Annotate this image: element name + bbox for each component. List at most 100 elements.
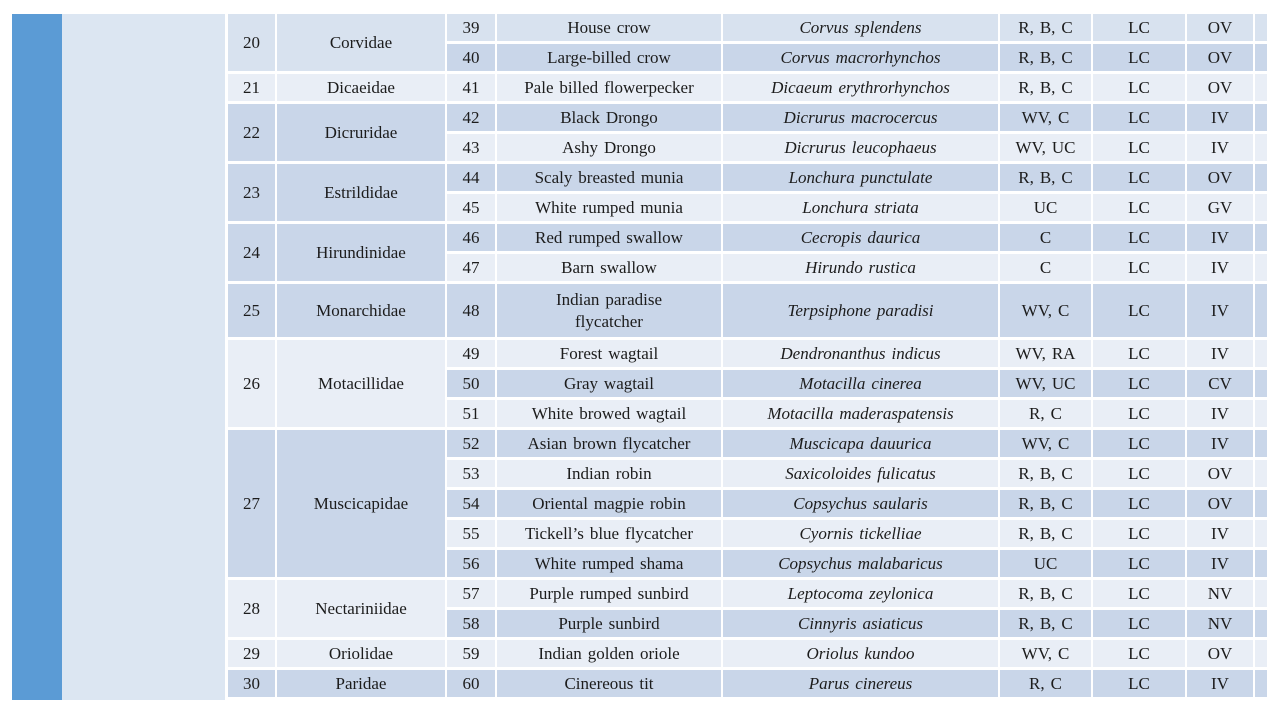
- residential-status-cell: R, B, C: [1000, 490, 1093, 520]
- population-trend-cell: NV: [1187, 610, 1255, 640]
- common-name-cell: Ashy Drongo: [497, 134, 723, 164]
- table-row: 43 Ashy Drongo Dicrurus leucophaeus WV, UC L…: [12, 134, 1267, 164]
- right-edge-cell: [1255, 340, 1267, 370]
- common-name-cell: Indian paradise flycatcher: [497, 284, 723, 340]
- species-number-cell: 44: [447, 164, 497, 194]
- family-number-cell: 21: [228, 74, 277, 104]
- iucn-status-cell: LC: [1093, 224, 1187, 254]
- right-edge-cell: [1255, 104, 1267, 134]
- scientific-name-cell: Copsychus malabaricus: [723, 550, 1000, 580]
- iucn-status-cell: LC: [1093, 580, 1187, 610]
- scientific-name-cell: Hirundo rustica: [723, 254, 1000, 284]
- common-name-cell: Indian golden oriole: [497, 640, 723, 670]
- scientific-name-cell: Parus cinereus: [723, 670, 1000, 700]
- species-number-cell: 59: [447, 640, 497, 670]
- family-number-cell: 27: [228, 430, 277, 580]
- iucn-status-cell: LC: [1093, 550, 1187, 580]
- right-edge-cell: [1255, 520, 1267, 550]
- right-edge-cell: [1255, 430, 1267, 460]
- scientific-name-cell: Cyornis tickelliae: [723, 520, 1000, 550]
- family-number-cell: 28: [228, 580, 277, 640]
- table-row: 55 Tickell’s blue flycatcher Cyornis ticke…: [12, 520, 1267, 550]
- right-edge-cell: [1255, 490, 1267, 520]
- family-name-cell: Dicruridae: [277, 104, 447, 164]
- scientific-name-cell: Lonchura striata: [723, 194, 1000, 224]
- residential-status-cell: WV, C: [1000, 430, 1093, 460]
- right-edge-cell: [1255, 194, 1267, 224]
- residential-status-cell: UC: [1000, 194, 1093, 224]
- species-number-cell: 57: [447, 580, 497, 610]
- residential-status-cell: WV, C: [1000, 104, 1093, 134]
- population-trend-cell: IV: [1187, 254, 1255, 284]
- iucn-status-cell: LC: [1093, 134, 1187, 164]
- right-edge-cell: [1255, 400, 1267, 430]
- residential-status-cell: C: [1000, 224, 1093, 254]
- residential-status-cell: C: [1000, 254, 1093, 284]
- population-trend-cell: OV: [1187, 164, 1255, 194]
- scientific-name-cell: Dicaeum erythrorhynchos: [723, 74, 1000, 104]
- population-trend-cell: OV: [1187, 490, 1255, 520]
- table-row: 24 Hirundinidae 46 Red rumped swallow Cecrop…: [12, 224, 1267, 284]
- residential-status-cell: WV, RA: [1000, 340, 1093, 370]
- common-name-cell: Barn swallow: [497, 254, 723, 284]
- population-trend-cell: OV: [1187, 460, 1255, 490]
- scientific-name-cell: Saxicoloides fulicatus: [723, 460, 1000, 490]
- species-number-cell: 43: [447, 134, 497, 164]
- family-name-cell: Motacillidae: [277, 340, 447, 430]
- table-row: 28 Nectariniidae 57 Purple rumped sunbird Le…: [12, 580, 1267, 640]
- common-name-cell: Large-billed crow: [497, 44, 723, 74]
- family-number-cell: 24: [228, 224, 277, 284]
- scientific-name-cell: Dicrurus macrocercus: [723, 104, 1000, 134]
- population-trend-cell: OV: [1187, 44, 1255, 74]
- right-edge-cell: [1255, 14, 1267, 44]
- right-edge-cell: [1255, 370, 1267, 400]
- common-name-cell: White rumped munia: [497, 194, 723, 224]
- species-number-cell: 48: [447, 284, 497, 340]
- scientific-name-cell: Lonchura punctulate: [723, 164, 1000, 194]
- family-number-cell: 25: [228, 284, 277, 340]
- residential-status-cell: R, B, C: [1000, 14, 1093, 44]
- species-number-cell: 60: [447, 670, 497, 700]
- right-edge-cell: [1255, 224, 1267, 254]
- population-trend-cell: IV: [1187, 134, 1255, 164]
- scientific-name-cell: Corvus macrorhynchos: [723, 44, 1000, 74]
- residential-status-cell: R, B, C: [1000, 74, 1093, 104]
- scientific-name-cell: Dicrurus leucophaeus: [723, 134, 1000, 164]
- iucn-status-cell: LC: [1093, 370, 1187, 400]
- population-trend-cell: CV: [1187, 370, 1255, 400]
- residential-status-cell: R, C: [1000, 670, 1093, 700]
- scientific-name-cell: Terpsiphone paradisi: [723, 284, 1000, 340]
- scientific-name-cell: Motacilla maderaspatensis: [723, 400, 1000, 430]
- table-row: 47 Barn swallow Hirundo rustica C LC IV: [12, 254, 1267, 284]
- common-name-cell: Scaly breasted munia: [497, 164, 723, 194]
- residential-status-cell: WV, C: [1000, 640, 1093, 670]
- table-row: 40 Large-billed crow Corvus macrorhynchos R…: [12, 44, 1267, 74]
- population-trend-cell: IV: [1187, 284, 1255, 340]
- population-trend-cell: GV: [1187, 194, 1255, 224]
- right-edge-cell: [1255, 284, 1267, 340]
- common-name-cell: Tickell’s blue flycatcher: [497, 520, 723, 550]
- common-name-cell: Purple rumped sunbird: [497, 580, 723, 610]
- residential-status-cell: R, C: [1000, 400, 1093, 430]
- residential-status-cell: R, B, C: [1000, 580, 1093, 610]
- species-number-cell: 52: [447, 430, 497, 460]
- species-number-cell: 46: [447, 224, 497, 254]
- residential-status-cell: R, B, C: [1000, 460, 1093, 490]
- iucn-status-cell: LC: [1093, 430, 1187, 460]
- family-name-cell: Oriolidae: [277, 640, 447, 670]
- family-name-cell: Hirundinidae: [277, 224, 447, 284]
- iucn-status-cell: LC: [1093, 44, 1187, 74]
- right-edge-cell: [1255, 670, 1267, 700]
- species-number-cell: 51: [447, 400, 497, 430]
- family-name-cell: Estrildidae: [277, 164, 447, 224]
- residential-status-cell: WV, C: [1000, 284, 1093, 340]
- table-row: 21 Dicaeidae 41 Pale billed flowerpecker Dic…: [12, 74, 1267, 104]
- species-number-cell: 49: [447, 340, 497, 370]
- species-number-cell: 39: [447, 14, 497, 44]
- scientific-name-cell: Cecropis daurica: [723, 224, 1000, 254]
- table-row: 53 Indian robin Saxicoloides fulicatus R, B…: [12, 460, 1267, 490]
- family-name-cell: Paridae: [277, 670, 447, 700]
- species-number-cell: 53: [447, 460, 497, 490]
- table-row: 23 Estrildidae 44 Scaly breasted munia Lonch…: [12, 164, 1267, 224]
